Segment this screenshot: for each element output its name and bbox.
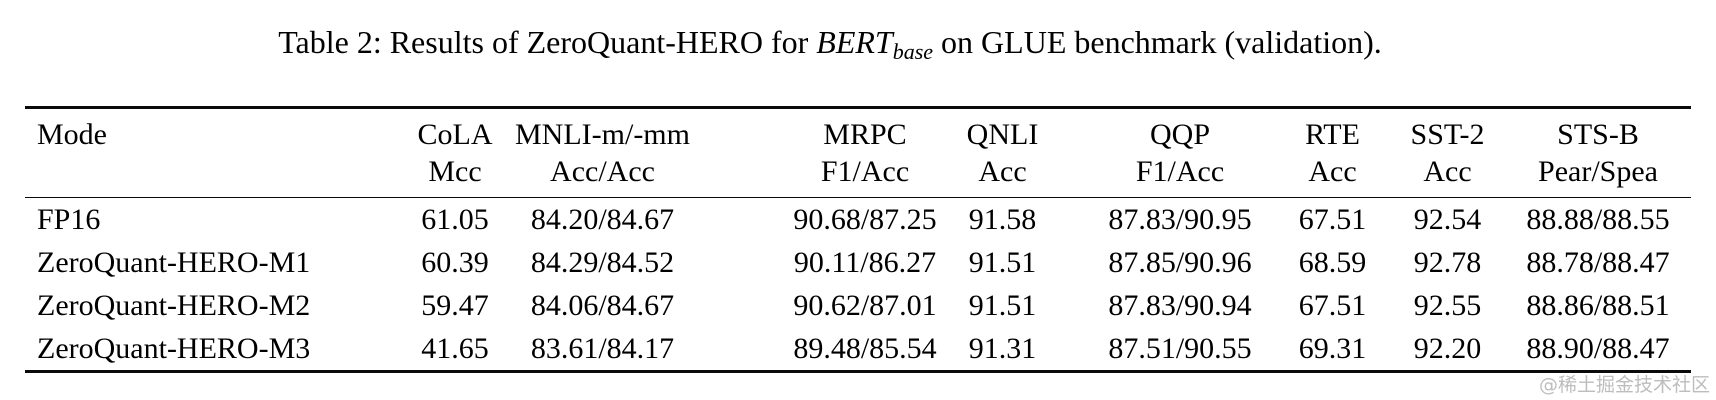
header-sst2-label: SST-2 [1410,118,1485,151]
sst2-cell: 92.78 [1413,246,1482,279]
stsb-cell: 88.90/88.47 [1526,332,1670,365]
header-mrpc-metric: F1/Acc [820,155,910,188]
caption-math-bert: BERT [816,24,893,60]
mrpc-cell: 90.62/87.01 [793,289,937,322]
header-cell-sst2: SST-2 Acc [1390,108,1505,198]
header-cell-cola: CoLA Mcc [395,108,515,198]
header-mode-metric [37,153,395,190]
sst2-cell: 92.54 [1413,203,1482,236]
cola-cell: 59.47 [421,289,489,322]
caption-math-subscript-base: base [892,39,934,64]
header-mode-label: Mode [37,118,107,151]
header-qnli-metric: Acc [978,155,1027,188]
header-qnli-label: QNLI [966,118,1039,151]
header-cell-stsb: STS-B Pear/Spea [1505,108,1691,198]
table-row-hero-m2: ZeroQuant-HERO-M2 59.47 84.06/84.67 90.6… [25,284,1691,327]
sst2-cell: 92.20 [1413,332,1482,365]
header-stsb-label: STS-B [1557,118,1639,151]
table-header: Mode CoLA Mcc MNLI-m/-mm Acc/Acc MRPC F1… [25,108,1691,198]
rte-cell: 67.51 [1298,289,1367,322]
table-caption: Table 2: Results of ZeroQuant-HERO for B… [0,22,1688,64]
header-qqp-label: QQP [1149,118,1210,151]
table-row-fp16: FP16 61.05 84.20/84.67 90.68/87.25 91.58… [25,198,1691,242]
mrpc-cell: 89.48/85.54 [793,332,937,365]
mrpc-cell: 90.68/87.25 [793,203,937,236]
stsb-cell: 88.86/88.51 [1526,289,1670,322]
header-cola-metric: Mcc [428,155,482,188]
qqp-cell: 87.85/90.96 [1108,246,1252,279]
table-body: FP16 61.05 84.20/84.67 90.68/87.25 91.58… [25,198,1691,372]
mode-cell: ZeroQuant-HERO-M2 [37,289,311,322]
caption-text-before-math: Table 2: Results of ZeroQuant-HERO for [278,24,817,60]
header-qqp-metric: F1/Acc [1135,155,1225,188]
sst2-cell: 92.55 [1413,289,1482,322]
qnli-cell: 91.51 [968,289,1037,322]
header-mnli-metric: Acc/Acc [550,155,655,188]
header-cell-mnli: MNLI-m/-mm Acc/Acc [515,108,730,198]
mode-cell: FP16 [37,203,101,236]
header-cell-rte: RTE Acc [1275,108,1390,198]
results-table: Mode CoLA Mcc MNLI-m/-mm Acc/Acc MRPC F1… [25,106,1691,373]
rte-cell: 67.51 [1298,203,1367,236]
table-row-hero-m1: ZeroQuant-HERO-M1 60.39 84.29/84.52 90.1… [25,241,1691,284]
cola-cell: 60.39 [421,246,489,279]
mnli-cell: 84.06/84.67 [530,289,675,322]
qnli-cell: 91.51 [968,246,1037,279]
mnli-cell: 84.20/84.67 [530,203,675,236]
header-stsb-metric: Pear/Spea [1538,155,1658,188]
mnli-cell: 83.61/84.17 [530,332,675,365]
mode-cell: ZeroQuant-HERO-M3 [37,332,311,365]
header-rte-label: RTE [1305,118,1360,151]
rte-cell: 69.31 [1298,332,1367,365]
header-cell-mode: Mode [25,108,395,198]
qnli-cell: 91.58 [968,203,1037,236]
header-rte-metric: Acc [1308,155,1357,188]
table-row-hero-m3: ZeroQuant-HERO-M3 41.65 83.61/84.17 89.4… [25,327,1691,372]
header-cola-label: CoLA [417,118,493,151]
qqp-cell: 87.83/90.94 [1108,289,1252,322]
site-watermark: @稀土掘金技术社区 [1538,374,1710,396]
qqp-cell: 87.83/90.95 [1108,203,1252,236]
header-cell-mrpc: MRPC F1/Acc [730,108,940,198]
header-sst2-metric: Acc [1423,155,1472,188]
stsb-cell: 88.88/88.55 [1526,203,1670,236]
header-mnli-label: MNLI-m/-mm [515,118,690,151]
stsb-cell: 88.78/88.47 [1526,246,1670,279]
cola-cell: 41.65 [421,332,489,365]
mnli-cell: 84.29/84.52 [530,246,675,279]
caption-text-after-math: on GLUE benchmark (validation). [933,24,1382,60]
header-row: Mode CoLA Mcc MNLI-m/-mm Acc/Acc MRPC F1… [25,108,1691,198]
header-cell-qnli: QNLI Acc [940,108,1065,198]
qqp-cell: 87.51/90.55 [1108,332,1252,365]
cola-cell: 61.05 [421,203,489,236]
qnli-cell: 91.31 [968,332,1037,365]
mode-cell: ZeroQuant-HERO-M1 [37,246,311,279]
header-cell-qqp: QQP F1/Acc [1065,108,1275,198]
rte-cell: 68.59 [1298,246,1367,279]
header-mrpc-label: MRPC [823,118,907,151]
mrpc-cell: 90.11/86.27 [793,246,937,279]
